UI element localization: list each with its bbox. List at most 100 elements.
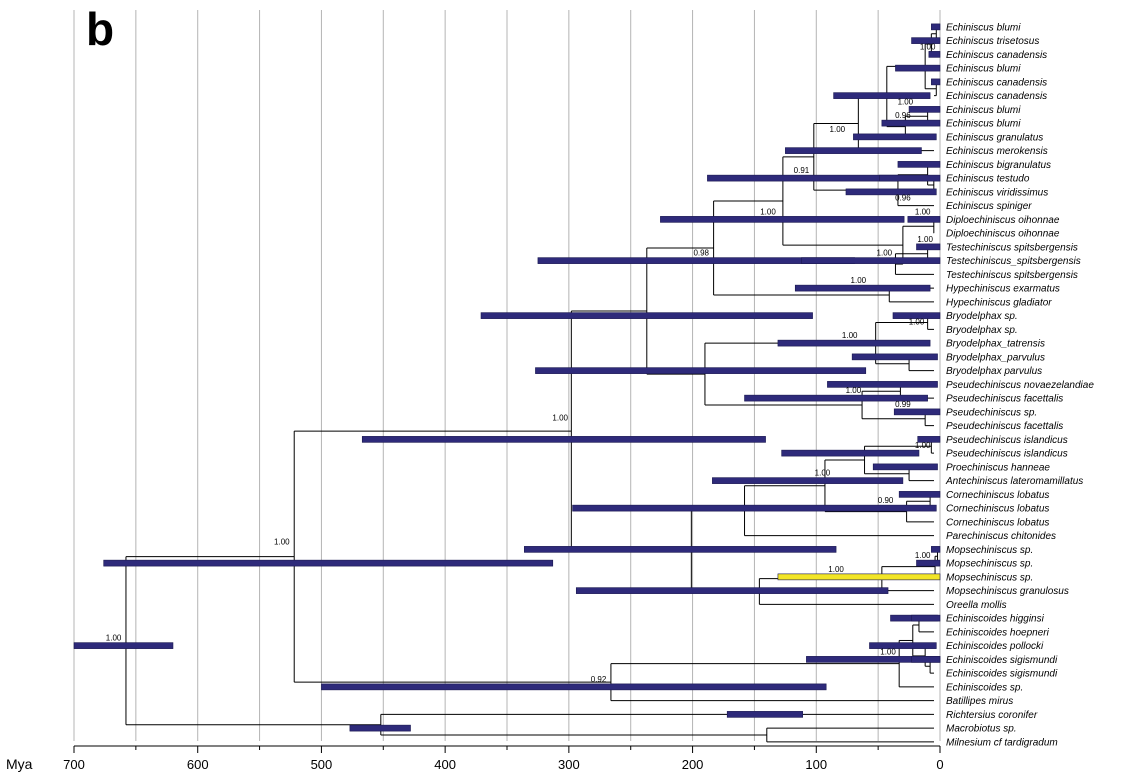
taxon-label: Echiniscus testudo bbox=[946, 174, 1030, 185]
hpd-bar bbox=[931, 23, 941, 31]
hpd-bar bbox=[785, 147, 922, 154]
taxon-label: Pseudechiniscus facettalis bbox=[946, 421, 1063, 432]
taxon-label: Cornechiniscus lobatus bbox=[946, 490, 1049, 501]
support-value: 1.00 bbox=[552, 414, 568, 423]
taxon-label: Batillipes mirus bbox=[946, 696, 1013, 707]
hpd-bar bbox=[898, 491, 941, 498]
hpd-bar bbox=[879, 174, 941, 182]
hpd-bar bbox=[535, 367, 867, 374]
taxon-label: Testechiniscus_spitsbergensis bbox=[946, 256, 1081, 267]
support-value: 1.00 bbox=[880, 647, 896, 656]
taxon-label: Echiniscus canadensis bbox=[946, 77, 1047, 88]
support-value: 1.00 bbox=[842, 331, 858, 340]
support-value: 1.00 bbox=[917, 235, 933, 244]
hpd-bar bbox=[908, 106, 941, 113]
hpd-bar bbox=[853, 133, 937, 141]
hpd-bar bbox=[916, 243, 941, 251]
axis-tick-label: 500 bbox=[311, 757, 333, 772]
hpd-bars bbox=[73, 23, 941, 732]
axis-tick-label: 0 bbox=[936, 757, 943, 772]
taxon-label: Proechiniscus hanneae bbox=[946, 462, 1050, 473]
taxon-label: Echiniscus spiniger bbox=[946, 201, 1032, 212]
taxon-label: Mopsechiniscus granulosus bbox=[946, 586, 1069, 597]
hpd-bar bbox=[897, 161, 941, 168]
hpd-bar bbox=[872, 463, 938, 471]
hpd-bar bbox=[777, 339, 931, 347]
taxon-label: Milnesium cf tardigradum bbox=[946, 737, 1058, 748]
support-value: 1.00 bbox=[915, 441, 931, 450]
taxon-labels: Echiniscus blumi Echiniscus trisetosus Ech… bbox=[945, 22, 1094, 748]
taxon-label: Macrobiotus sp. bbox=[946, 724, 1017, 735]
time-axis: Mya 700 600 500 400 300 200 100 0 bbox=[6, 745, 944, 772]
hpd-bar bbox=[893, 408, 941, 416]
support-value: 1.00 bbox=[760, 207, 776, 216]
hpd-bar bbox=[777, 573, 941, 581]
panel-label: b bbox=[86, 3, 115, 55]
taxon-label: Mopsechiniscus sp. bbox=[946, 545, 1033, 556]
taxon-label: Diploechiniscus oihonnae bbox=[946, 229, 1060, 240]
support-value: 0.99 bbox=[895, 400, 911, 409]
hpd-bar bbox=[349, 724, 411, 732]
taxon-label: Cornechiniscus lobatus bbox=[946, 504, 1049, 515]
hpd-bar bbox=[851, 353, 938, 361]
hpd-bar bbox=[801, 257, 941, 264]
hpd-bar bbox=[928, 51, 941, 58]
taxon-label: Echiniscoides pollocki bbox=[946, 641, 1044, 652]
taxon-label: Bryodelphax_parvulus bbox=[946, 352, 1045, 363]
taxon-label: Echiniscoides sigismundi bbox=[946, 655, 1058, 666]
hpd-bar bbox=[892, 312, 941, 319]
taxon-label: Bryodelphax sp. bbox=[946, 311, 1018, 322]
support-value: 1.00 bbox=[898, 97, 914, 106]
taxon-label: Echiniscus blumi bbox=[946, 64, 1021, 75]
support-value: 1.00 bbox=[915, 551, 931, 560]
axis-tick-label: 400 bbox=[434, 757, 456, 772]
support-values: 1.00 1.00 1.00 0.92 0.98 0.91 1.00 1.00 1.00 1.00… bbox=[106, 42, 936, 684]
taxon-label: Cornechiniscus lobatus bbox=[946, 517, 1049, 528]
support-value: 1.00 bbox=[877, 249, 893, 258]
taxon-label: Hypechiniscus gladiator bbox=[946, 297, 1052, 308]
taxon-label: Echiniscus canadensis bbox=[946, 91, 1047, 102]
taxon-label: Hypechiniscus exarmatus bbox=[946, 284, 1060, 295]
support-value: 1.00 bbox=[920, 42, 936, 51]
hpd-bar bbox=[480, 312, 813, 319]
support-value: 1.00 bbox=[274, 537, 290, 546]
taxon-label: Echiniscoides hoepneri bbox=[946, 627, 1050, 638]
hpd-bar bbox=[73, 642, 174, 649]
support-value: 1.00 bbox=[830, 125, 846, 134]
hpd-bar bbox=[931, 78, 941, 86]
hpd-bar bbox=[895, 64, 941, 72]
taxon-label: Testechiniscus spitsbergensis bbox=[946, 270, 1078, 281]
taxon-label: Pseudechiniscus islandicus bbox=[946, 449, 1068, 460]
support-value: 0.96 bbox=[895, 194, 911, 203]
hpd-bar bbox=[524, 546, 837, 553]
support-value: 0.98 bbox=[693, 249, 709, 258]
support-value: 1.00 bbox=[851, 276, 867, 285]
hpd-bar bbox=[660, 216, 905, 223]
taxon-label: Echiniscus blumi bbox=[946, 22, 1021, 33]
support-value: 1.00 bbox=[846, 386, 862, 395]
taxon-label: Bryodelphax parvulus bbox=[946, 366, 1042, 377]
support-value: 1.00 bbox=[828, 565, 844, 574]
taxon-label: Echiniscoides higginsi bbox=[946, 614, 1045, 625]
support-value: 0.91 bbox=[794, 166, 810, 175]
hpd-bar bbox=[827, 381, 938, 388]
taxon-label: Echiniscus blumi bbox=[946, 105, 1021, 116]
hpd-bar bbox=[575, 587, 889, 594]
taxon-label: Diploechiniscus oihonnae bbox=[946, 215, 1060, 226]
hpd-bar bbox=[916, 559, 941, 567]
axis-tick-label: 100 bbox=[805, 757, 827, 772]
axis-tick-label: 200 bbox=[682, 757, 704, 772]
hpd-bar bbox=[707, 174, 899, 182]
hpd-bar bbox=[361, 436, 766, 443]
axis-tick-label: 600 bbox=[187, 757, 209, 772]
hpd-bar bbox=[911, 614, 941, 622]
taxon-label: Oreella mollis bbox=[946, 600, 1007, 611]
hpd-bar bbox=[572, 504, 937, 512]
axis-tick-label: 300 bbox=[558, 757, 580, 772]
axis-tick-label: 700 bbox=[63, 757, 85, 772]
hpd-bar bbox=[712, 477, 904, 484]
hpd-bar bbox=[911, 656, 941, 663]
taxon-label: Echiniscus canadensis bbox=[946, 50, 1047, 61]
hpd-bar bbox=[869, 642, 937, 649]
